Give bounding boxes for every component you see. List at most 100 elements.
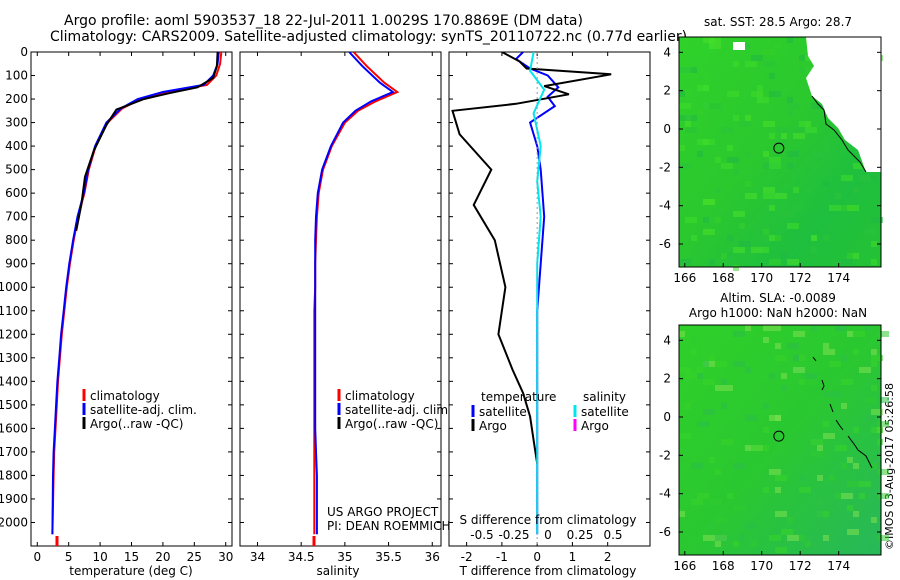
map-cell [853,253,859,259]
map-cell [811,247,817,253]
map-cell [715,157,721,163]
map-cell [871,427,883,433]
map-cell [823,145,829,151]
map-cell [763,427,769,433]
map-x-tick-label: 174 [827,271,850,285]
map-x-tick-label: 168 [712,271,735,285]
map-cell [733,505,745,511]
map-cell [805,55,811,61]
map-cell [733,61,739,67]
map-cell [685,217,697,223]
s-difference-label: S difference from climatology [460,513,637,527]
map-cell [679,67,691,73]
map-cell [721,439,733,445]
map-cell [679,511,685,517]
map-cell [679,91,685,97]
map-cell [835,445,847,451]
map-cell [757,85,763,91]
map-cell [775,43,781,49]
map-cell [775,193,787,199]
map-cell [769,163,781,169]
map-cell [691,505,697,511]
map-cell [745,415,757,421]
map-cell [763,49,775,55]
map-cell [775,355,787,361]
map-cell [829,361,841,367]
map-cell [757,97,769,103]
map-cell [715,517,727,523]
map-cell [739,241,751,247]
map-cell [703,103,715,109]
map-cell [757,91,763,97]
map-cell [745,115,751,121]
map-cell [727,91,739,97]
map-cell [793,331,805,337]
map-x-tick-label: 172 [789,559,812,573]
map-cell [691,337,697,343]
map-cell [793,367,805,373]
map-cell [769,205,775,211]
map-cell [763,325,775,331]
map-cell [691,235,697,241]
s-tick-label: 0 [544,528,552,542]
map-cell [829,391,841,397]
map-cell [721,403,727,409]
map-cell [811,235,817,241]
map-cell [715,469,721,475]
map-cell [703,409,715,415]
map-cell [787,103,799,109]
map-cell [745,193,757,199]
map-cell [781,529,793,535]
x-tick-label: -2 [461,550,473,564]
map-cell [787,97,793,103]
y-tick-label: 1500 [0,398,28,412]
map-y-tick-label: 2 [663,372,671,386]
map-cell [775,343,781,349]
map-cell [823,433,835,439]
x-tick-label: 34 [250,550,265,564]
map-cell [763,445,769,451]
map-cell [709,355,715,361]
map-cell [727,253,733,259]
map-cell [835,493,841,499]
map-cell [733,211,745,217]
map-cell [799,535,805,541]
map-cell [805,67,817,73]
salinity-axes-frame [239,51,442,547]
map-cell [847,481,859,487]
map-cell [679,259,691,265]
map-cell [781,133,787,139]
map-x-tick-label: 170 [750,271,773,285]
map-cell [685,367,691,373]
map-cell [877,469,889,475]
map-cell [871,259,877,265]
map-cell [841,355,847,361]
map-cell [745,151,751,157]
s-tick-label: 0.5 [603,528,622,542]
x-tick-label: -1 [496,550,508,564]
map-x-tick-label: 170 [750,559,773,573]
y-tick-label: 800 [5,233,28,247]
map-y-tick-label: 4 [663,333,671,347]
map-cell [787,517,793,523]
map-cell [691,349,697,355]
map-cell [823,349,835,355]
map-cell [727,235,733,241]
y-tick-label: 1600 [0,421,28,435]
pi-annotation: PI: DEAN ROEMMICH [327,519,450,533]
argo-position-marker [773,430,785,442]
sst-map-frame [678,36,882,268]
legend-label: climatology [345,389,415,403]
map-cell [679,457,691,463]
map-cell [733,247,745,253]
temperature-panel: 0100200300400500600700800900100011001200… [0,45,233,578]
map-cell [853,427,859,433]
series-line-argo [75,52,219,231]
map-cell [703,535,715,541]
map-cell [841,463,847,469]
s-difference-ticks: -0.5 -0.25 0 0.25 0.5 [470,528,622,542]
map-cell [841,493,853,499]
map-cell [865,397,877,403]
legend-label: satellite-adj. clim. [90,403,197,417]
